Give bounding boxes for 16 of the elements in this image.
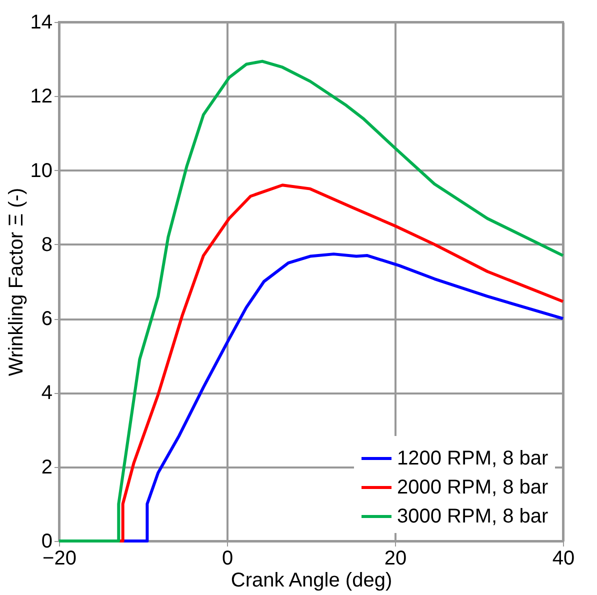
legend-label: 3000 RPM, 8 bar xyxy=(397,506,549,528)
legend-label: 2000 RPM, 8 bar xyxy=(397,476,549,498)
x-axis-title: Crank Angle (deg) xyxy=(230,570,392,592)
y-tick-label: 8 xyxy=(41,234,52,256)
x-tick-label: 40 xyxy=(552,548,575,570)
y-tick-label: 2 xyxy=(41,456,52,478)
y-tick-label: 4 xyxy=(41,382,52,404)
y-tick-label: 6 xyxy=(41,308,52,330)
y-axis-title: Wrinkling Factor Ξ (-) xyxy=(5,188,28,376)
y-tick-label: 12 xyxy=(30,86,52,108)
legend-label: 1200 RPM, 8 bar xyxy=(397,448,549,470)
x-tick-label: 20 xyxy=(384,548,407,570)
y-tick-label: 10 xyxy=(30,160,52,182)
x-tick-label: 0 xyxy=(222,548,234,570)
line-series xyxy=(58,60,564,542)
y-tick-label: 14 xyxy=(30,12,52,34)
